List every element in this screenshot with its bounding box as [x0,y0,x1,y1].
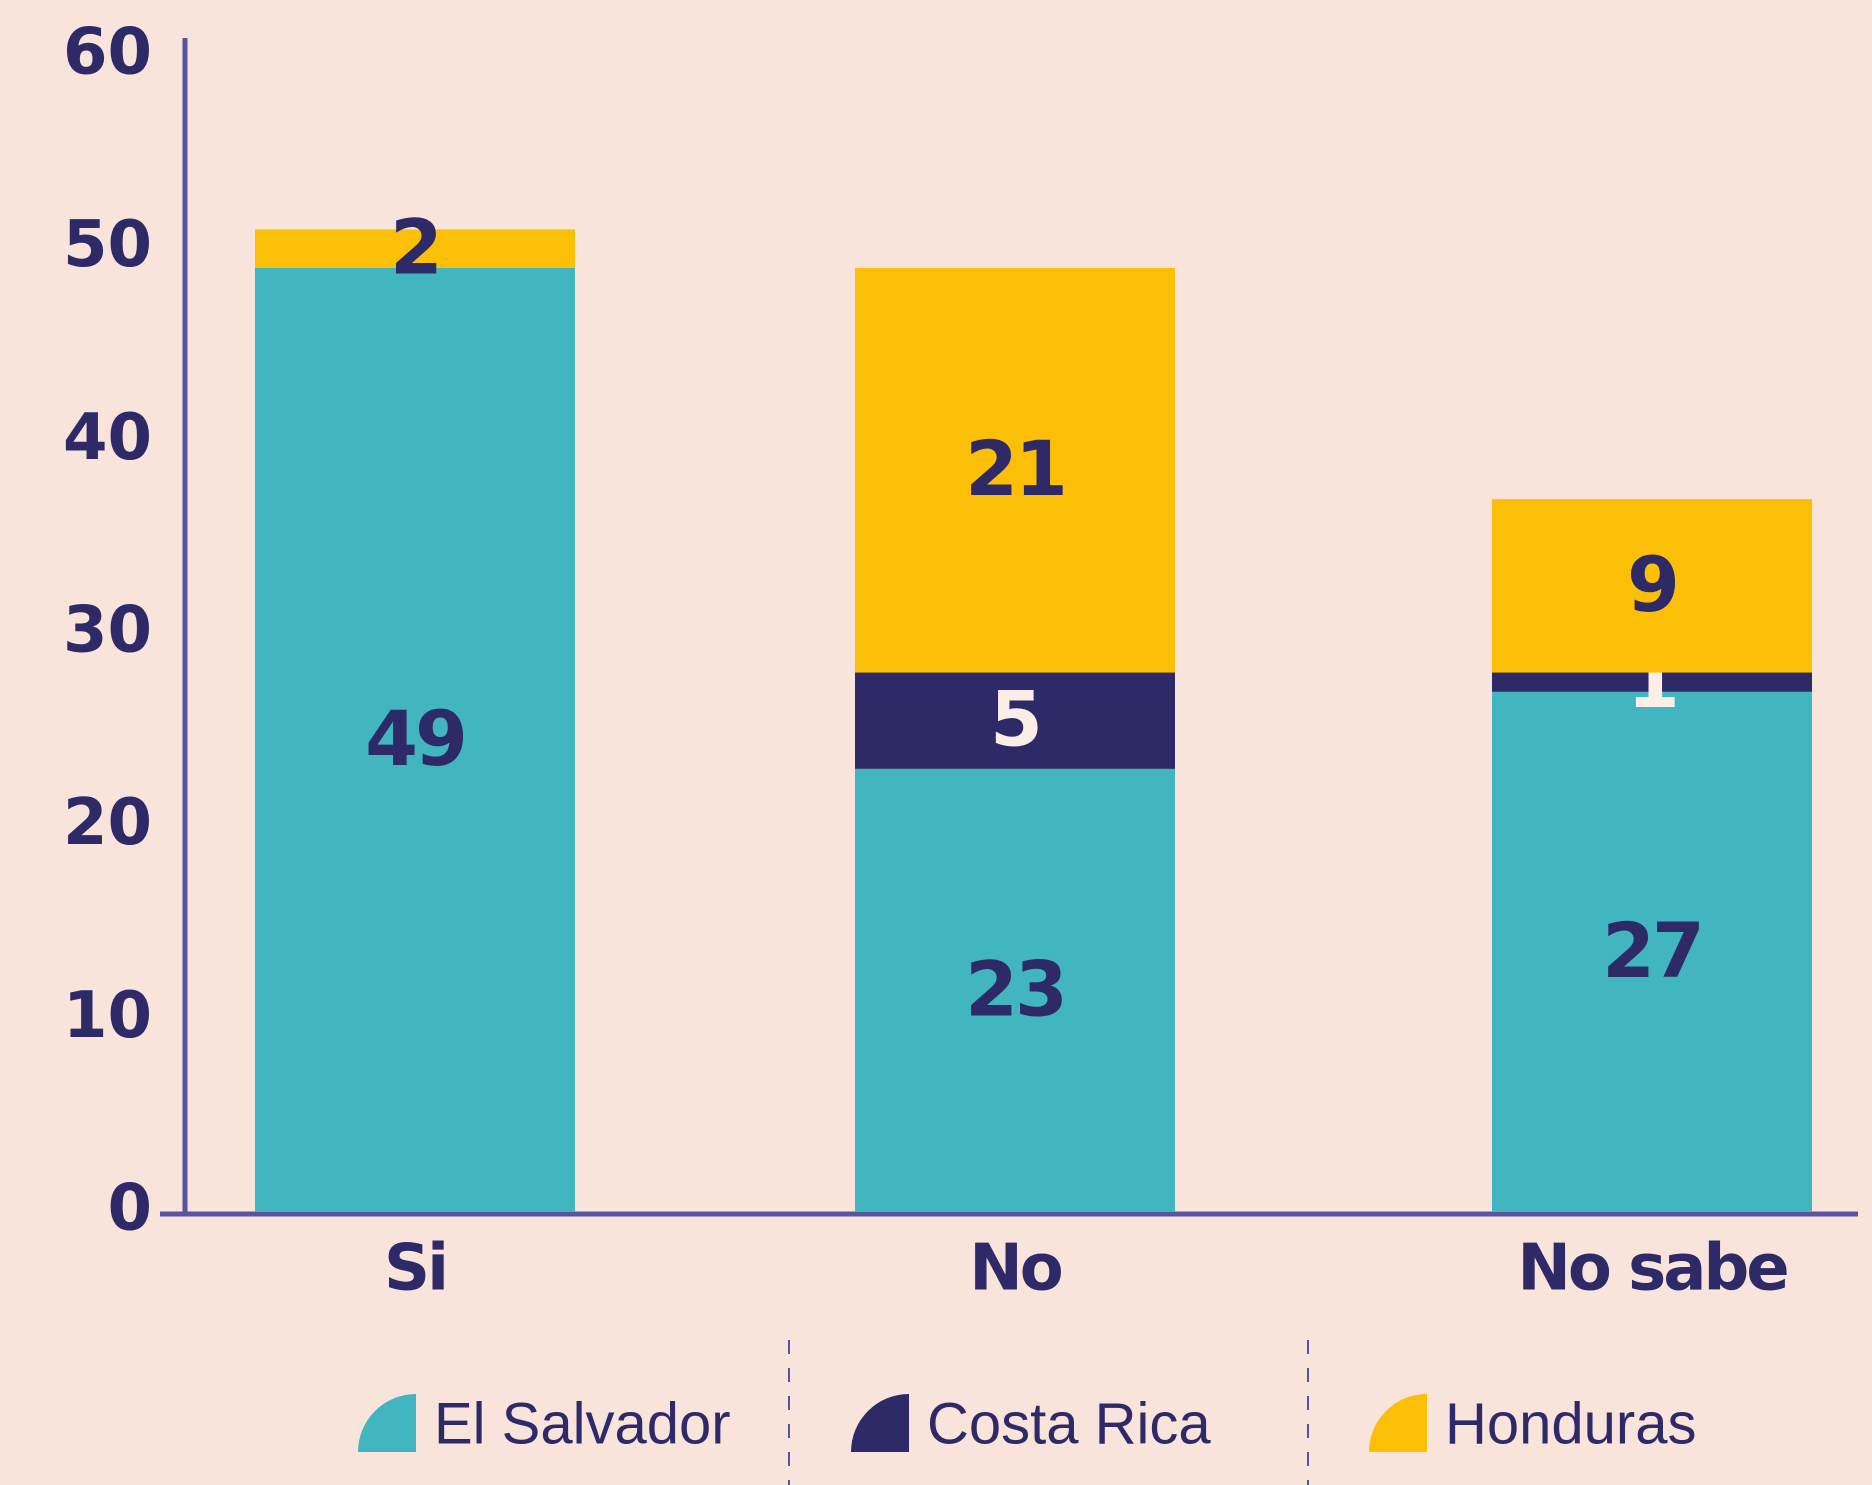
bar-segment [255,267,575,1212]
value-label: 21 [965,424,1065,513]
x-tick-label: Si [384,1232,446,1306]
value-label: 2 [390,203,440,292]
value-label: 49 [365,694,465,783]
legend-swatch [358,1394,416,1452]
value-label: 5 [990,675,1040,764]
legend-label: Honduras [1445,1391,1696,1456]
value-label: 23 [965,944,1065,1033]
bar-segment [255,229,575,268]
value-label: 9 [1627,540,1677,629]
bar-segment [855,672,1175,769]
y-tick-label: 0 [107,1172,152,1246]
y-tick-label: 40 [63,401,152,475]
legend-swatch [1369,1394,1427,1452]
legend-label: Costa Rica [927,1391,1211,1456]
legend-swatch [851,1394,909,1452]
y-tick-label: 20 [63,786,152,860]
bar-segment [855,267,1175,673]
x-tick-label: No sabe [1517,1232,1787,1306]
bar-segment [1492,499,1812,673]
y-tick-label: 50 [63,208,152,282]
legend-label: El Salvador [434,1391,731,1456]
y-tick-label: 60 [63,16,152,90]
bar-segment [1492,672,1812,692]
y-tick-label: 10 [63,979,152,1053]
x-tick-label: No [969,1232,1062,1306]
y-tick-label: 30 [63,594,152,668]
bar-segment [1492,691,1812,1212]
bar-segment [855,768,1175,1212]
value-label: 27 [1602,906,1702,995]
